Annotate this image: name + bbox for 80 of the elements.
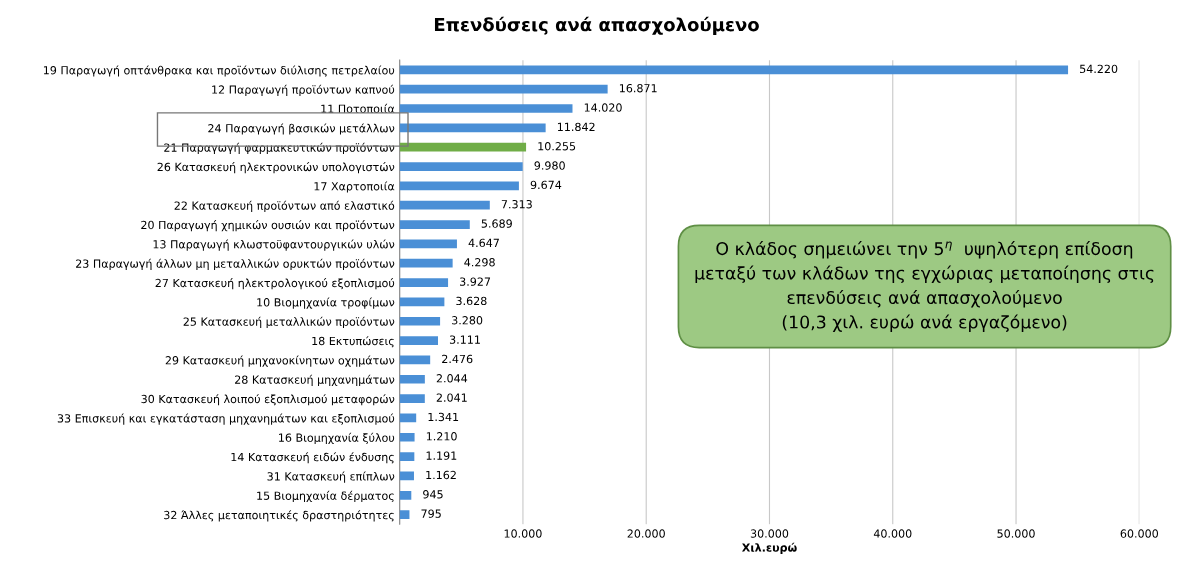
- data-label: 3.111: [449, 335, 480, 344]
- y-tick-label: 20 Παραγωγή χημικών ουσιών και προϊόντων: [141, 220, 395, 232]
- y-tick-label: 15 Βιομηχανία δέρματος: [257, 490, 394, 503]
- data-label: 9.674: [530, 180, 562, 190]
- bar: [399, 432, 415, 442]
- data-label: 7.313: [501, 200, 532, 209]
- chart-title: Επενδύσεις ανά απασχολούμενο: [434, 16, 759, 35]
- data-label: 16.871: [619, 83, 657, 93]
- y-tick-label: 30 Κατασκευή λοιπού εξοπλισμού μεταφορών: [141, 394, 395, 406]
- x-tick-label: 20.000: [627, 529, 665, 538]
- y-tick-label: 10 Βιομηχανία τροφίμων: [257, 297, 395, 309]
- data-label: 795: [421, 509, 441, 518]
- y-tick-label: 26 Κατασκευή ηλεκτρονικών υπολογιστών: [157, 162, 395, 174]
- y-tick-label: 13 Παραγωγή κλωστοϋφαντουργικών υλών: [153, 239, 395, 251]
- y-tick-label: 27 Κατασκευή ηλεκτρολογικού εξοπλισμού: [155, 278, 395, 290]
- y-tick-label: 18 Εκτυπώσεις: [312, 336, 394, 348]
- data-label: 3.628: [456, 296, 487, 306]
- bar: [399, 452, 415, 461]
- x-axis-title: Χιλ.ευρώ: [741, 542, 797, 554]
- x-tick-label: 10.000: [504, 529, 542, 538]
- data-label: 2.476: [442, 354, 473, 364]
- bar: [399, 239, 457, 249]
- bar: [399, 490, 412, 500]
- y-tick-label: 33 Επισκευή και εγκατάσταση μηχανημάτων και εξοπλισμού: [57, 413, 395, 425]
- y-tick-label: 21 Παραγωγή φαρμακευτικών προϊόντων: [164, 142, 395, 154]
- data-label: 4.298: [464, 258, 495, 267]
- data-label: 11.842: [557, 122, 595, 132]
- bar: [399, 471, 414, 481]
- data-label: 4.647: [468, 238, 499, 248]
- data-label: 1.162: [426, 470, 456, 480]
- bar: [399, 394, 425, 403]
- data-label: 1.210: [426, 432, 457, 441]
- bar: [399, 220, 470, 229]
- bar: [399, 336, 439, 345]
- y-tick-label: 16 Βιομηχανία ξύλου: [279, 432, 395, 445]
- bar: [399, 278, 449, 287]
- bar: [399, 181, 519, 191]
- data-label: 9.980: [534, 161, 565, 170]
- y-tick-label: 29 Κατασκευή μηχανοκίνητων οχημάτων: [165, 355, 395, 367]
- data-label: 54.220: [1080, 64, 1118, 74]
- bar: [399, 162, 523, 171]
- bar: [399, 374, 425, 384]
- data-label: 14.020: [584, 103, 622, 112]
- y-tick-label: 22 Κατασκευή προϊόντων από ελαστικό: [174, 200, 395, 212]
- x-tick-label: 50.000: [997, 529, 1035, 538]
- x-tick-label: 60.000: [1120, 529, 1159, 538]
- y-tick-label: 32 Άλλες μεταποιητικές δραστηριότητες: [164, 510, 394, 522]
- data-label: 2.041: [436, 393, 467, 402]
- data-label: 1.191: [426, 451, 457, 460]
- bar: [399, 84, 608, 94]
- y-tick-label: 11 Ποτοποιία: [321, 103, 395, 113]
- data-label: 3.280: [452, 316, 483, 325]
- annotation: Ο κλάδος σημειώνει την 5$^{η}$ υψηλότερη επίδοση μεταξύ των κλάδων της εγχώριας μεταποίησης στις επενδύσεις ανά απασχολούμενο (10,3 χιλ. ευρώ ανά εργαζόμενο): [695, 241, 1154, 332]
- y-tick-label: 25 Κατασκευή μεταλλικών προϊόντων: [183, 316, 395, 328]
- bar: [399, 123, 546, 133]
- data-label: 5.689: [481, 219, 512, 228]
- y-tick-label: 14 Κατασκευή ειδών ένδυσης: [231, 452, 394, 464]
- bar: [399, 258, 453, 268]
- y-tick-label: 28 Κατασκευή μηχανημάτων: [235, 374, 395, 387]
- y-tick-label: 23 Παραγωγή άλλων μη μεταλλικών ορυκτών προϊόντων: [76, 258, 395, 270]
- x-tick-label: 40.000: [873, 529, 912, 538]
- data-label: 1.341: [428, 412, 459, 422]
- x-tick-label: 30.000: [750, 529, 789, 538]
- bar: [399, 65, 1069, 75]
- bar: [399, 355, 431, 365]
- bar: [399, 297, 445, 307]
- data-label: 3.927: [460, 277, 491, 286]
- y-tick-label: 19 Παραγωγή οπτάνθρακα και προϊόντων διύλισης πετρελαίου: [43, 65, 395, 77]
- data-label: 945: [423, 490, 443, 499]
- bar: [399, 104, 573, 113]
- data-label: 2.044: [436, 374, 468, 383]
- bar: [399, 142, 527, 152]
- y-tick-label: 24 Παραγωγή βασικών μετάλλων: [208, 123, 395, 135]
- y-tick-label: 17 Χαρτοποιία: [314, 181, 395, 193]
- y-tick-label: 12 Παραγωγή προϊόντων καπνού: [212, 84, 395, 96]
- bar: [399, 316, 441, 326]
- bar: [399, 510, 410, 519]
- y-tick-label: 31 Κατασκευή επίπλων: [267, 471, 395, 483]
- data-label: 10.255: [538, 142, 576, 151]
- bar: [399, 200, 490, 210]
